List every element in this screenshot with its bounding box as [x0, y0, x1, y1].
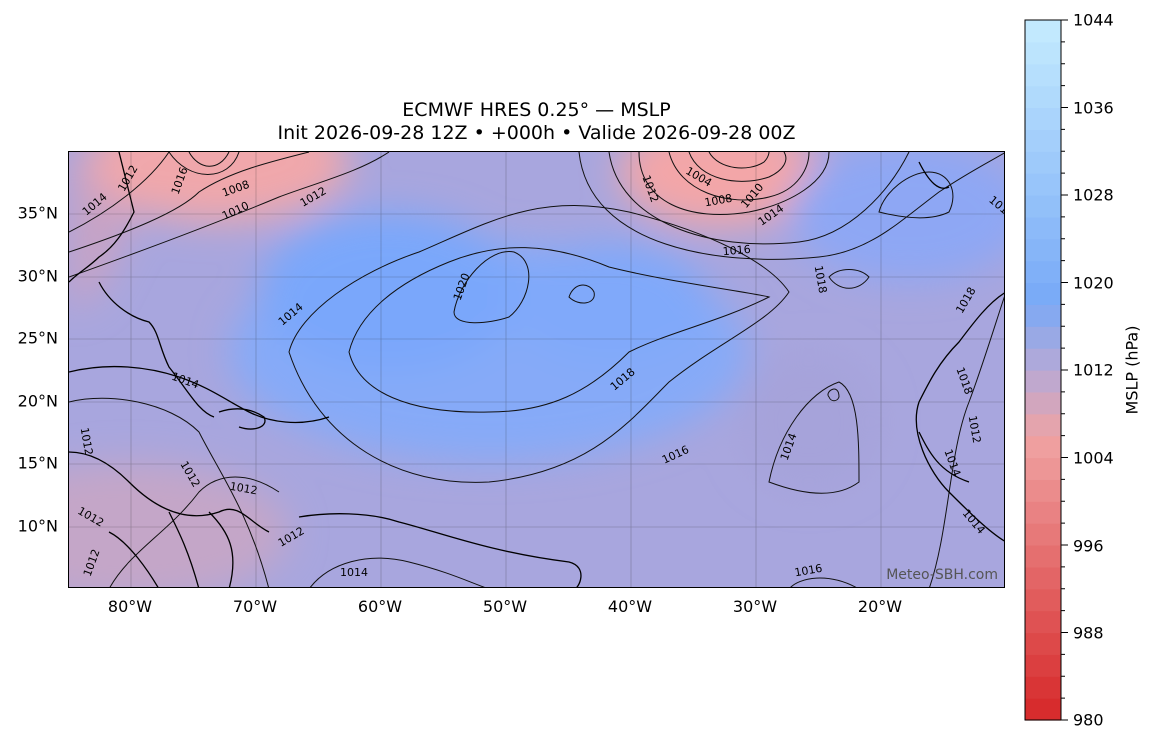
colorbar-band	[1025, 107, 1061, 130]
contour-label: 1012	[78, 426, 96, 456]
colorbar-bands	[1025, 20, 1061, 721]
colorbar-tick-label: 1012	[1073, 360, 1114, 380]
pressure-map: 1012 1014 1016 1008 1010 1012 1014 1012 1004 1008…	[68, 151, 1005, 588]
contour-label: 1008	[703, 192, 733, 210]
colorbar-band	[1025, 610, 1061, 634]
colorbar-band	[1025, 216, 1061, 240]
colorbar-ticks	[1061, 19, 1068, 721]
colorbar-tick-label: 996	[1073, 536, 1104, 556]
colorbar-band	[1025, 173, 1061, 196]
contour-label: 1012	[229, 480, 259, 498]
colorbar-band	[1025, 304, 1061, 327]
lat-tick-label: 10°N	[17, 516, 58, 536]
gridlines	[69, 152, 1004, 587]
colorbar-band	[1025, 566, 1061, 590]
lat-tick-label: 15°N	[17, 453, 58, 473]
colorbar-band	[1025, 654, 1061, 677]
colorbar-band	[1025, 698, 1061, 721]
contour-label: 1016	[722, 243, 751, 258]
colorbar-band	[1025, 676, 1061, 699]
colorbar-band	[1025, 260, 1061, 284]
map-title: ECMWF HRES 0.25° — MSLP	[402, 99, 671, 121]
lat-tick-label: 35°N	[17, 203, 58, 223]
lon-tick-label: 80°W	[107, 597, 153, 616]
colorbar-band	[1025, 63, 1061, 87]
colorbar-band	[1025, 435, 1061, 459]
colorbar-band	[1025, 479, 1061, 502]
colorbar-tick-label: 1020	[1073, 273, 1114, 293]
contour-label: 1018	[812, 264, 830, 294]
watermark: Meteo-SBH.com	[886, 567, 998, 583]
contour-label: 1014	[340, 566, 368, 579]
colorbar-band	[1025, 41, 1061, 65]
colorbar-band	[1025, 545, 1061, 568]
colorbar-band	[1025, 588, 1061, 612]
colorbar-band	[1025, 20, 1061, 43]
colorbar-band	[1025, 391, 1061, 415]
colorbar-tick-label: 1036	[1073, 98, 1114, 118]
colorbar	[1024, 19, 1068, 721]
lon-tick-label: 60°W	[357, 597, 403, 616]
colorbar-band	[1025, 370, 1061, 393]
lon-tick-label: 50°W	[482, 597, 528, 616]
colorbar-band	[1025, 457, 1061, 480]
lon-tick-label: 30°W	[732, 597, 778, 616]
colorbar-band	[1025, 501, 1061, 524]
contour-label: 1016	[793, 562, 823, 580]
colorbar-tick-label: 1044	[1073, 10, 1114, 30]
colorbar-title: MSLP (hPa)	[1122, 325, 1142, 415]
lon-tick-label: 70°W	[232, 597, 278, 616]
colorbar-band	[1025, 195, 1061, 218]
colorbar-band	[1025, 282, 1061, 305]
lon-tick-label: 20°W	[857, 597, 903, 616]
colorbar-band	[1025, 413, 1061, 437]
colorbar-band	[1025, 238, 1061, 262]
colorbar-band	[1025, 348, 1061, 371]
pressure-field	[69, 152, 1004, 587]
colorbar-tick-label: 988	[1073, 623, 1104, 643]
colorbar-band	[1025, 632, 1061, 655]
colorbar-band	[1025, 129, 1061, 152]
lat-tick-label: 30°N	[17, 266, 58, 286]
colorbar-tick-label: 1004	[1073, 448, 1114, 468]
map-subtitle: Init 2026-09-28 12Z • +000h • Valide 202…	[277, 122, 796, 144]
isobars	[69, 152, 1004, 587]
lon-tick-label: 40°W	[607, 597, 653, 616]
colorbar-band	[1025, 326, 1061, 349]
colorbar-band	[1025, 85, 1061, 109]
colorbar-tick-label: 1028	[1073, 185, 1114, 205]
lat-tick-label: 25°N	[17, 328, 58, 348]
colorbar-band	[1025, 151, 1061, 174]
contour-label: 1012	[966, 414, 984, 444]
colorbar-band	[1025, 523, 1061, 546]
colorbar-tick-label: 980	[1073, 710, 1104, 730]
coastlines	[69, 152, 1004, 587]
lat-tick-label: 20°N	[17, 391, 58, 411]
